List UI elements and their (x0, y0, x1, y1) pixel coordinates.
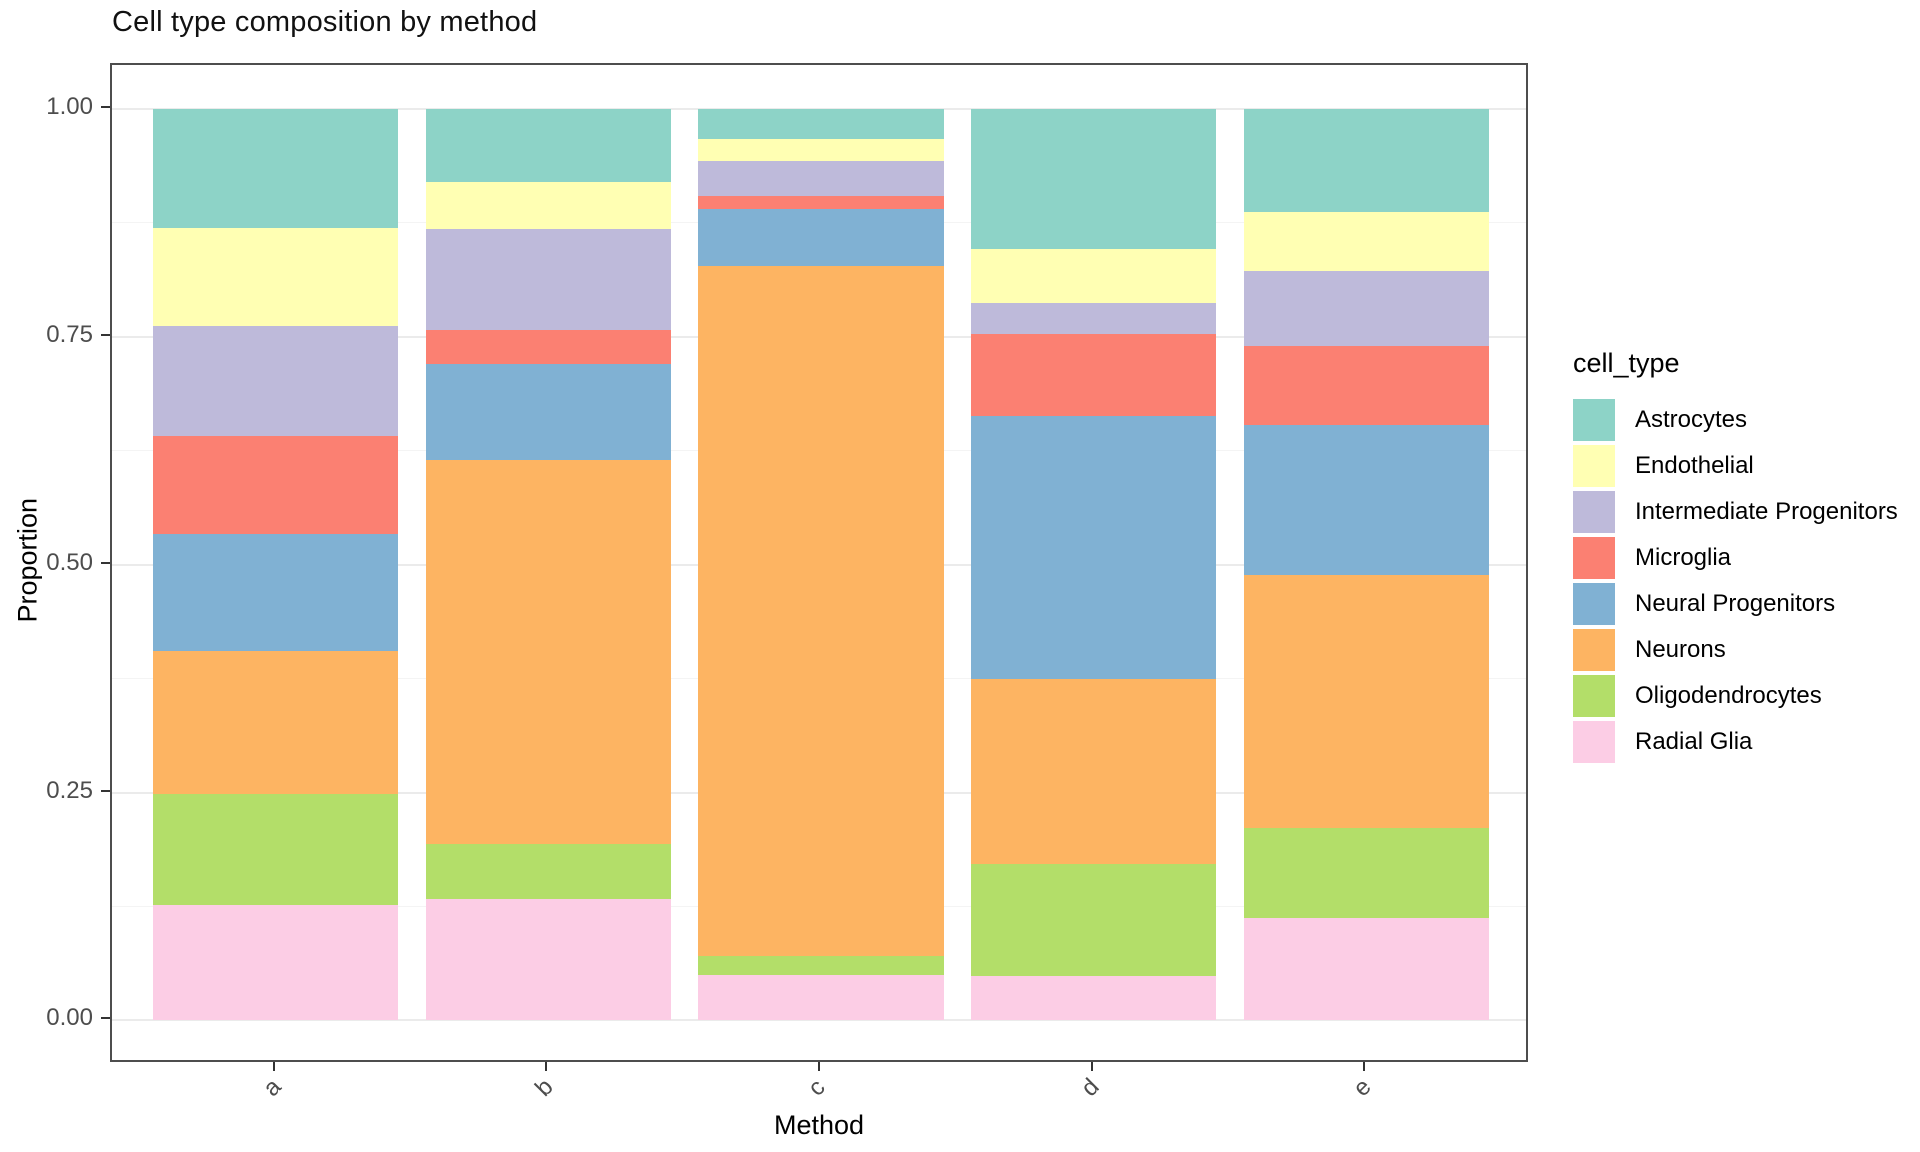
legend-label: Microglia (1635, 544, 1732, 571)
bar-e-segment-oligodendrocytes (1243, 828, 1490, 919)
legend-title: cell_type (1573, 348, 1680, 378)
legend-item-neural-progenitors: Neural Progenitors (1573, 581, 1898, 627)
bar-b-segment-microglia (425, 329, 672, 364)
legend-label: Radial Glia (1635, 728, 1753, 755)
plot-panel (110, 63, 1528, 1062)
bar-c-segment-oligodendrocytes (698, 955, 944, 975)
legend-label: Neural Progenitors (1635, 590, 1836, 617)
bar-c-segment-neural-progenitors (698, 208, 944, 267)
y-tick-mark (101, 106, 110, 109)
legend-rows: Astrocytes Endothelial Intermediate Progen… (1573, 397, 1898, 765)
bar-d-segment-neurons (970, 678, 1217, 864)
legend-key-swatch-neural-progenitors (1573, 583, 1615, 625)
legend-label: Endothelial (1635, 452, 1754, 479)
legend: cell_type Astrocytes Endothelial Intermedi… (1573, 348, 1898, 765)
bar-e-segment-radial-glia (1243, 918, 1490, 1021)
bar-e-segment-neurons (1243, 574, 1490, 829)
legend-key-swatch-intermediate-progenitors (1573, 491, 1615, 533)
bar-a-segment-microglia (152, 435, 399, 534)
y-tick-label-0.75: 0.75 (46, 321, 93, 349)
bar-b-segment-astrocytes (425, 109, 672, 183)
bar-d-segment-endothelial (970, 248, 1217, 304)
bar-e-segment-astrocytes (1243, 109, 1490, 213)
bar-c-segment-endothelial (698, 139, 944, 162)
y-tick-mark (101, 789, 110, 792)
bar-a-segment-oligodendrocytes (152, 794, 399, 905)
x-tick-label-c: c (802, 1073, 831, 1102)
bar-b-segment-neural-progenitors (425, 363, 672, 461)
legend-item-astrocytes: Astrocytes (1573, 397, 1898, 443)
bar-c-segment-astrocytes (698, 109, 944, 140)
bar-a-segment-radial-glia (152, 904, 399, 1021)
x-tick-label-e: e (1348, 1073, 1377, 1102)
bar-b-segment-intermediate-progenitors (425, 228, 672, 330)
y-tick-label-0.50: 0.50 (46, 548, 93, 576)
legend-key-swatch-oligodendrocytes (1573, 675, 1615, 717)
y-tick-mark (101, 334, 110, 337)
bar-e-segment-endothelial (1243, 212, 1490, 271)
bar-a-segment-neural-progenitors (152, 533, 399, 652)
bar-d-segment-radial-glia (970, 975, 1217, 1021)
bar-d-segment-neural-progenitors (970, 416, 1217, 679)
bar-a-segment-neurons (152, 651, 399, 795)
legend-item-endothelial: Endothelial (1573, 443, 1898, 489)
bar-e-segment-microglia (1243, 346, 1490, 425)
legend-item-microglia: Microglia (1573, 535, 1898, 581)
x-tick-mark (818, 1062, 820, 1071)
bar-b-segment-oligodendrocytes (425, 843, 672, 900)
bar-a-segment-endothelial (152, 227, 399, 327)
legend-label: Neurons (1635, 636, 1726, 663)
x-tick-mark (1090, 1062, 1093, 1071)
bar-b-segment-endothelial (425, 182, 672, 229)
x-tick-label-a: a (257, 1073, 287, 1102)
legend-key-swatch-neurons (1573, 629, 1615, 671)
legend-key-swatch-astrocytes (1573, 399, 1615, 441)
legend-item-neurons: Neurons (1573, 627, 1898, 673)
bar-a-segment-intermediate-progenitors (152, 326, 399, 436)
legend-label: Intermediate Progenitors (1635, 498, 1898, 525)
x-tick-label-b: b (530, 1073, 559, 1102)
x-axis-title: Method (773, 1110, 865, 1140)
x-tick-mark (545, 1062, 548, 1071)
bar-d-segment-astrocytes (970, 109, 1217, 249)
legend-key-swatch-endothelial (1573, 445, 1615, 487)
x-tick-label-d: d (1075, 1073, 1105, 1102)
bar-a-segment-astrocytes (152, 109, 399, 228)
legend-label: Astrocytes (1635, 406, 1748, 433)
y-tick-label-0.25: 0.25 (46, 776, 93, 804)
bar-c-segment-intermediate-progenitors (698, 161, 944, 196)
bar-e-segment-intermediate-progenitors (1243, 270, 1490, 347)
y-axis-title: Proportion (12, 497, 43, 622)
y-tick-label-1.00: 1.00 (46, 93, 93, 121)
x-tick-mark (272, 1062, 275, 1071)
legend-item-oligodendrocytes: Oligodendrocytes (1573, 673, 1898, 719)
bar-d-segment-intermediate-progenitors (970, 303, 1217, 335)
bar-c-segment-radial-glia (698, 974, 944, 1021)
legend-key-swatch-radial-glia (1573, 721, 1615, 763)
major-gridline (112, 1019, 1526, 1022)
y-tick-mark (101, 561, 110, 564)
y-tick-mark (101, 1017, 110, 1020)
chart-title: Cell type composition by method (112, 6, 538, 38)
bar-d-segment-microglia (970, 334, 1217, 417)
bar-c-segment-neurons (698, 266, 944, 956)
y-tick-label-0.00: 0.00 (46, 1004, 93, 1032)
legend-item-radial-glia: Radial Glia (1573, 719, 1898, 765)
bar-d-segment-oligodendrocytes (970, 863, 1217, 976)
bar-b-segment-neurons (425, 460, 672, 844)
bar-c-segment-microglia (698, 195, 944, 209)
x-tick-mark (1363, 1062, 1366, 1071)
bar-e-segment-neural-progenitors (1243, 424, 1490, 575)
legend-item-intermediate-progenitors: Intermediate Progenitors (1573, 489, 1898, 535)
bar-b-segment-radial-glia (425, 899, 672, 1021)
legend-key-swatch-microglia (1573, 537, 1615, 579)
legend-label: Oligodendrocytes (1635, 682, 1822, 709)
